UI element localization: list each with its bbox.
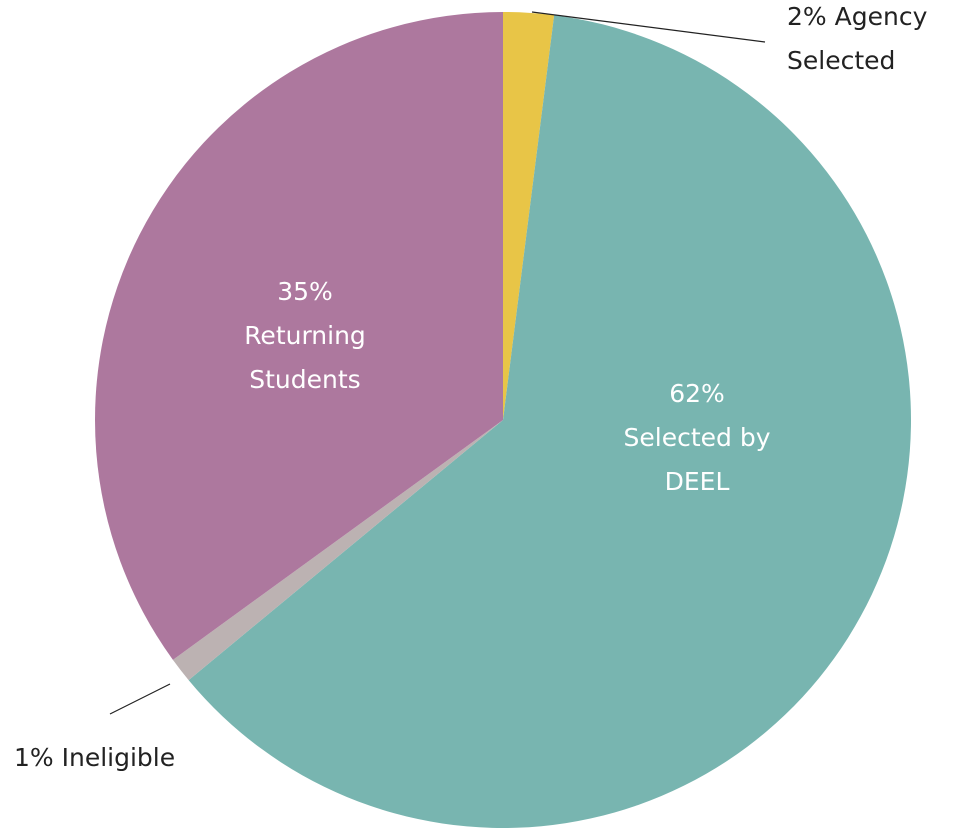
pie-slice [172,420,503,681]
pie-slice [188,15,911,828]
pie-slice [95,12,504,660]
data-label: 62% Selected by DEEL [597,372,797,504]
leader-line [109,683,171,715]
data-label: 2% Agency Selected [787,0,956,83]
value-label: 1% [14,743,54,772]
value-label: 35% [277,277,333,306]
pie-slice [503,12,555,420]
value-label: 2% [787,2,827,31]
data-label: 35% Returning Students [205,270,405,402]
category-label: Returning Students [244,321,366,394]
category-label: Ineligible [61,743,176,772]
category-label: Selected by DEEL [623,423,771,496]
leader-line [531,11,766,43]
value-label: 62% [669,379,725,408]
data-label: 1% Ineligible [14,736,274,780]
category-label: Agency Selected [787,2,928,75]
